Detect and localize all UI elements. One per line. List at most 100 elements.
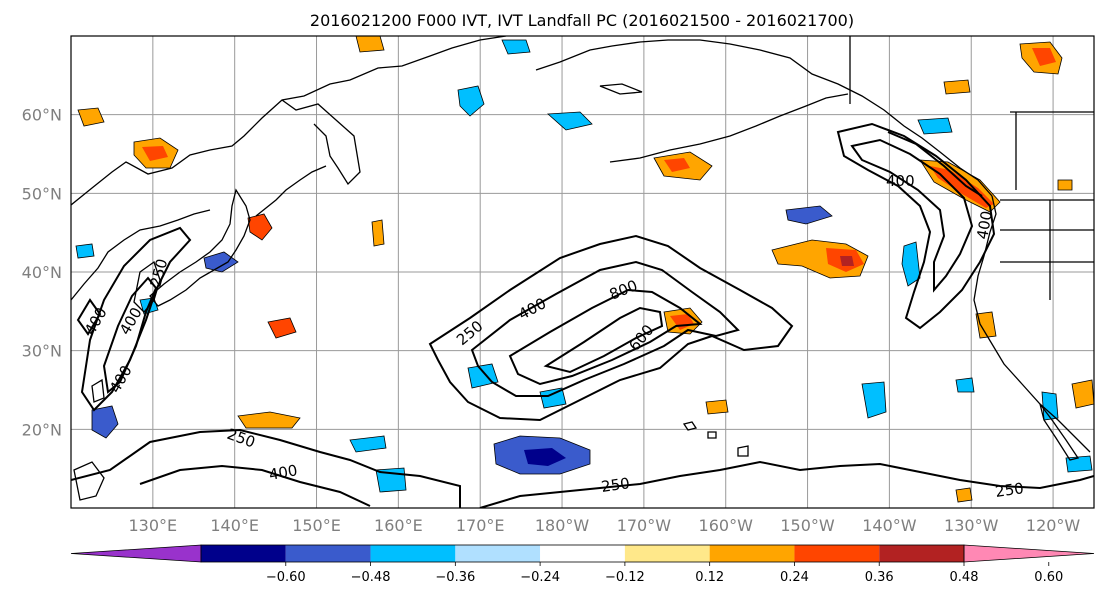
coastline-korea — [133, 260, 161, 313]
colorbar-segment — [794, 545, 880, 562]
positive-anomaly-patch — [142, 146, 168, 161]
coastline-asia — [71, 36, 507, 206]
colorbar-tick-label: −0.12 — [605, 570, 645, 585]
ivt-contour-400 — [139, 464, 371, 507]
negative-anomaly-patch — [785, 205, 833, 225]
ivt-contour-800 — [543, 306, 664, 374]
colorbar-extend-right — [963, 544, 1095, 563]
coastline-north-america — [973, 195, 1091, 453]
longitude-label: 120°W — [1026, 516, 1081, 535]
positive-anomaly-patch — [237, 411, 301, 429]
ivt-contour-600 — [508, 288, 703, 386]
colorbar-segment — [624, 545, 710, 562]
negative-anomaly-patch — [467, 363, 499, 389]
colorbar-tick-label: 0.12 — [695, 570, 724, 585]
ivt-contour-250 — [836, 122, 996, 330]
longitude-label: 170°E — [456, 516, 505, 535]
coastline-baja — [1039, 403, 1080, 461]
negative-anomaly-patch — [955, 377, 975, 393]
negative-anomaly-patch — [917, 117, 953, 135]
longitude-label: 160°E — [374, 516, 423, 535]
coastline-philippines — [73, 461, 105, 501]
negative-anomaly-patch — [349, 435, 387, 453]
positive-anomaly-patch — [930, 166, 994, 208]
contour-label: 250 — [994, 479, 1025, 501]
ivt-contour-400 — [470, 260, 740, 397]
ivt-contour-400 — [76, 298, 102, 336]
negative-anomaly-patch — [501, 39, 531, 55]
colorbar-tick-label: −0.24 — [520, 570, 560, 585]
colorbar-tick-label: −0.60 — [266, 570, 306, 585]
colorbar-segment — [455, 545, 541, 562]
colorbar-segment — [370, 545, 456, 562]
colorbar-segment — [540, 545, 625, 562]
map-border — [70, 35, 1095, 509]
latitude-label: 40°N — [22, 263, 62, 282]
colorbar-tick-label: −0.48 — [351, 570, 391, 585]
coastline-japan — [149, 188, 251, 307]
negative-anomaly-patch — [861, 381, 887, 419]
positive-anomaly-patch — [664, 158, 690, 172]
latitude-label: 60°N — [22, 106, 62, 125]
coastlines — [71, 36, 1094, 501]
negative-anomaly-patch — [547, 111, 593, 131]
colorbar: −0.60 −0.48 −0.36 −0.24 −0.12 0.12 0.24 0.36 0.4… — [70, 544, 1095, 585]
positive-anomaly-patch — [77, 107, 105, 127]
negative-anomaly-patch — [1041, 391, 1059, 421]
positive-anomaly-patch — [705, 399, 729, 415]
contour-label: 250 — [600, 474, 631, 496]
positive-anomaly-patch — [355, 36, 385, 53]
negative-anomaly-patch — [75, 243, 95, 259]
colorbar-tick-label: 0.48 — [950, 570, 979, 585]
pc-shading — [75, 36, 1094, 503]
positive-anomaly-patch — [975, 311, 997, 339]
longitude-label: 150°E — [292, 516, 341, 535]
latitude-label: 20°N — [22, 420, 62, 439]
longitude-label: 150°W — [780, 516, 835, 535]
coastline-kurils — [255, 165, 327, 217]
longitude-label: 140°W — [862, 516, 917, 535]
positive-anomaly-patch — [371, 219, 385, 247]
coastline-hawaii — [682, 421, 749, 457]
longitude-label: 160°W — [699, 516, 754, 535]
longitude-label: 180°W — [535, 516, 590, 535]
ivt-contours — [71, 122, 1094, 508]
colorbar-segment — [285, 545, 371, 562]
positive-anomaly-patch — [840, 256, 854, 266]
positive-anomaly-patch — [955, 487, 973, 503]
coastline-asia — [71, 209, 211, 301]
longitude-label: 140°E — [210, 516, 259, 535]
latitude-labels: 60°N 50°N 40°N 30°N 20°N — [22, 106, 62, 440]
coastline-alaska — [535, 39, 993, 197]
colorbar-tick-label: −0.36 — [435, 570, 475, 585]
latitude-label: 50°N — [22, 184, 62, 203]
ivt-contour-250 — [428, 234, 794, 422]
colorbar-segment — [201, 545, 286, 562]
positive-anomaly-patch — [267, 317, 297, 339]
longitude-label: 170°W — [617, 516, 672, 535]
contour-label: 400 — [973, 209, 996, 240]
coastline-alaska — [599, 83, 643, 95]
coastline-kamchatka — [281, 99, 361, 186]
longitude-label: 130°W — [944, 516, 999, 535]
colorbar-outline — [200, 544, 965, 563]
ivt-contour-250 — [479, 460, 1094, 508]
figure-title: 2016021200 F000 IVT, IVT Landfall PC (20… — [310, 11, 854, 30]
negative-anomaly-patch — [901, 241, 921, 287]
negative-anomaly-patch — [457, 85, 485, 117]
negative-anomaly-patch — [539, 387, 567, 409]
negative-anomaly-patch — [91, 405, 119, 439]
negative-anomaly-patch — [203, 251, 239, 273]
contour-label: 400 — [268, 461, 299, 484]
longitude-labels: 130°E 140°E 150°E 160°E 170°E 180°W 170°W 160°W… — [129, 516, 1081, 535]
gridlines — [71, 36, 1094, 508]
negative-anomaly-patch — [524, 448, 566, 466]
colorbar-segment — [709, 545, 795, 562]
positive-anomaly-patch — [1057, 179, 1073, 191]
colorbar-tick-label: 0.36 — [865, 570, 894, 585]
positive-anomaly-patch — [247, 213, 273, 241]
colorbar-tick-label: 0.60 — [1034, 570, 1063, 585]
latitude-label: 30°N — [22, 342, 62, 361]
ivt-contour-250 — [71, 428, 461, 508]
